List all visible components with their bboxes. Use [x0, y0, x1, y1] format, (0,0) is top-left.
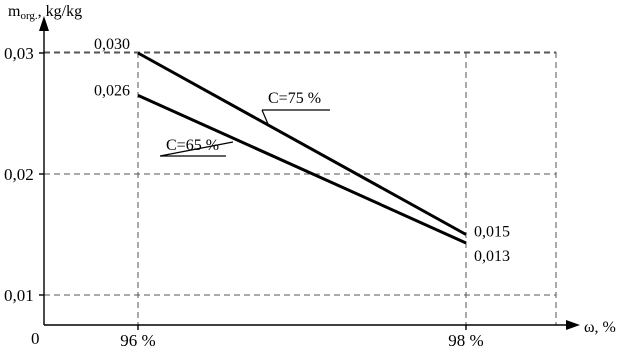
series-line — [137, 93, 467, 245]
series: 0,030 0,015 C=75 % 0,026 0,013 C=65 % — [94, 36, 510, 265]
origin-label: 0 — [31, 329, 40, 348]
tick-labels: 0,01 0,02 0,03 96 % 98 % — [4, 44, 484, 350]
series-leader-line — [261, 109, 330, 125]
grid — [44, 51, 557, 325]
point-label: 0,013 — [474, 248, 510, 265]
y-tick-label: 0,01 — [4, 286, 34, 305]
series-label: C=75 % — [268, 90, 321, 107]
x-tick-label: 96 % — [120, 331, 155, 350]
series-leader-line — [159, 141, 234, 157]
y-tick-label: 0,02 — [4, 165, 34, 184]
x-axis-arrow — [566, 320, 580, 330]
x-axis-label: ω, % — [584, 319, 616, 336]
y-tick-label: 0,03 — [4, 44, 34, 63]
point-label: 0,026 — [94, 82, 130, 99]
x-tick-label: 98 % — [448, 331, 483, 350]
y-axis-label: morg., kg/kg — [8, 3, 82, 22]
axes — [39, 16, 580, 330]
point-label: 0,015 — [474, 224, 510, 241]
point-label: 0,030 — [94, 36, 130, 53]
series-label: C=65 % — [166, 137, 219, 154]
y-axis-arrow — [39, 16, 49, 31]
series-line — [137, 51, 467, 236]
